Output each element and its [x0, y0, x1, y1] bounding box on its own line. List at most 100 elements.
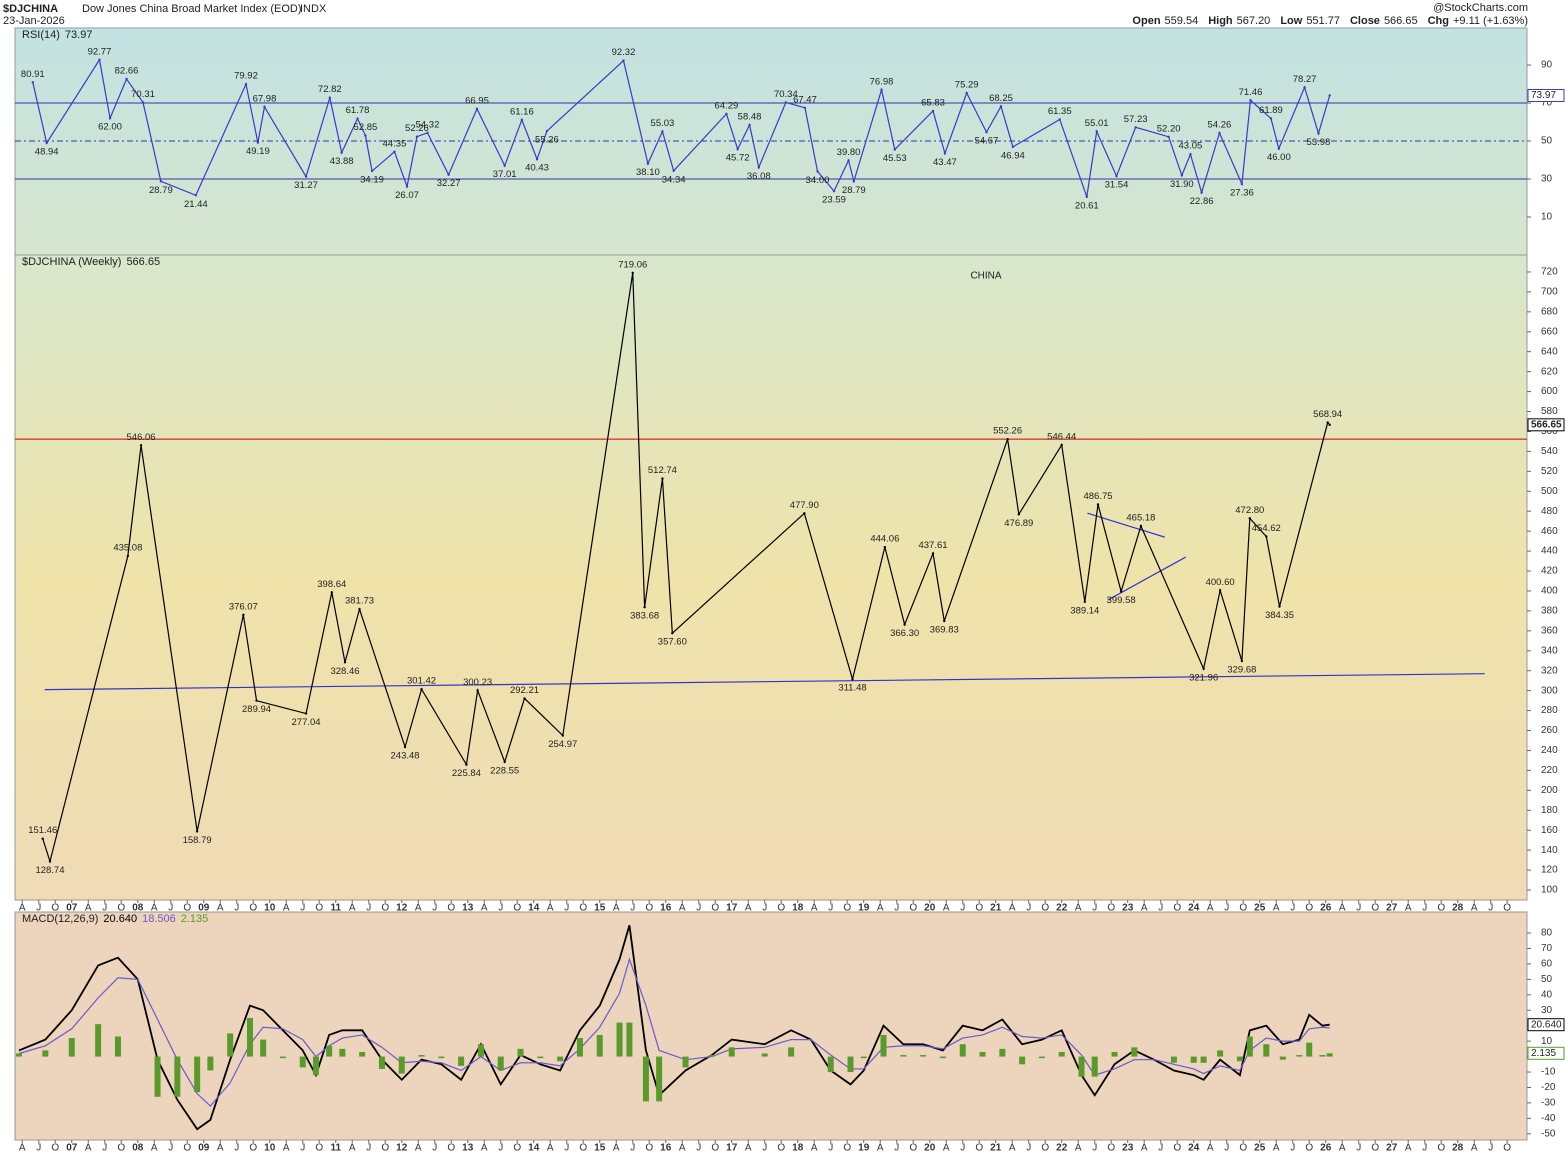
pivot-point [523, 697, 526, 700]
histogram-bar [682, 1056, 689, 1068]
x-tick-label: 27 [1386, 903, 1398, 914]
histogram-bar [1217, 1050, 1224, 1057]
x-tick-label: O [183, 1143, 191, 1154]
pivot-point [1277, 147, 1281, 150]
value-tag-box [1527, 418, 1565, 432]
value-tag: 73.97 [1527, 88, 1565, 102]
x-tick-label: J [894, 1143, 899, 1154]
pivot-point [330, 591, 333, 594]
credit: @StockCharts.com [1433, 2, 1528, 14]
pivot-point [420, 688, 423, 691]
pivot-label: 376.07 [229, 601, 258, 612]
x-tick-label: O [777, 903, 785, 914]
panel-title-value: 2.135 [181, 913, 209, 925]
x-tick-label: 15 [594, 1143, 606, 1154]
pivot-point [1006, 437, 1009, 441]
symbol: $DJCHINA [3, 3, 58, 15]
x-tick-label: A [877, 903, 884, 914]
pivot-label: 52.85 [354, 122, 378, 133]
pivot-label: 23.59 [822, 195, 846, 206]
quote-label: Chg [1428, 15, 1449, 27]
x-tick-label: A [1273, 1143, 1280, 1154]
quote-value: +9.11 (+1.63%) [1453, 15, 1528, 27]
x-tick-label: A [745, 903, 752, 914]
pivot-point [622, 59, 625, 62]
value-tag-label: 2.135 [1531, 1048, 1556, 1059]
pivot-label: 22.86 [1190, 196, 1214, 207]
pivot-label: 225.84 [452, 768, 481, 779]
x-tick-label: A [1009, 903, 1016, 914]
y-tick-label: 180 [1541, 805, 1558, 816]
pivot-label: 68.25 [989, 93, 1013, 104]
pivot-label: 31.27 [294, 180, 318, 191]
quote-label: Low [1280, 15, 1302, 27]
x-tick-label: J [1290, 1143, 1295, 1154]
y-tick-label: 10 [1541, 212, 1553, 223]
histogram-bar [378, 1056, 385, 1069]
x-tick-label: 16 [660, 1143, 672, 1154]
x-tick-label: J [498, 1143, 503, 1154]
pivot-label: 383.68 [630, 611, 659, 622]
y-tick-label: 10 [1541, 1036, 1553, 1047]
y-tick-label: -50 [1541, 1128, 1556, 1139]
quote: Open 559.54 High 567.20 Low 551.77 Close 566.65… [1132, 15, 1528, 27]
histogram-bar [1236, 1056, 1243, 1062]
x-tick-label: 24 [1188, 903, 1200, 914]
pivot-point [1202, 667, 1205, 670]
pivot-label: 58.48 [738, 111, 762, 122]
x-tick-label: O [1041, 903, 1049, 914]
value-tag-label: 73.97 [1531, 90, 1556, 101]
histogram-bar [1190, 1056, 1197, 1063]
x-tick-label: O [381, 903, 389, 914]
pivot-point [1317, 132, 1320, 135]
pivot-label: 435.08 [113, 543, 142, 554]
x-tick-label: A [1339, 903, 1346, 914]
histogram-bar [847, 1056, 854, 1073]
pivot-label: 70.34 [774, 89, 798, 100]
y-tick-label: 300 [1541, 685, 1558, 696]
histogram-bar [68, 1038, 75, 1057]
histogram-bar [477, 1044, 484, 1057]
histogram-bar [194, 1056, 201, 1093]
x-tick-label: O [645, 1143, 653, 1154]
y-tick-label: 140 [1541, 845, 1558, 856]
y-tick-label: 50 [1541, 136, 1553, 147]
x-tick-label: O [843, 903, 851, 914]
pivot-label: 36.08 [747, 171, 771, 182]
pivot-label: 26.07 [395, 190, 419, 201]
pivot-point [965, 91, 968, 95]
value-tag: 566.65 [1527, 418, 1565, 432]
x-tick-label: A [349, 903, 356, 914]
pivot-label: 277.04 [292, 717, 321, 728]
x-tick-label: O [1107, 903, 1115, 914]
x-tick-label: 20 [924, 1143, 936, 1154]
x-tick-label: A [811, 903, 818, 914]
date: 23-Jan-2026 [3, 15, 65, 27]
x-tick-label: A [19, 903, 26, 914]
pivot-point [1060, 443, 1063, 447]
pivot-point [1180, 174, 1184, 177]
x-tick-label: A [217, 1143, 224, 1154]
histogram-bar [260, 1039, 267, 1057]
pivot-label: 45.53 [883, 153, 907, 164]
pivot-point [45, 141, 48, 145]
x-tick-label: O [1305, 1143, 1313, 1154]
x-tick-label: 07 [66, 1143, 78, 1154]
y-tick-label: -30 [1541, 1098, 1556, 1109]
pivot-label: 389.14 [1070, 605, 1099, 616]
x-tick-label: O [51, 1143, 59, 1154]
pivot-point [931, 109, 935, 113]
pivot-point [803, 512, 806, 515]
pivot-label: 54.67 [975, 136, 999, 147]
x-tick-label: O [1371, 903, 1379, 914]
x-tick-label: J [828, 1143, 833, 1154]
pivot-point [999, 105, 1003, 108]
x-tick-label: A [1009, 1143, 1016, 1154]
pivot-point [1096, 503, 1100, 506]
x-tick-label: 08 [132, 903, 144, 914]
x-tick-label: 28 [1452, 903, 1464, 914]
pivot-label: 80.91 [21, 69, 45, 80]
pivot-point [1139, 524, 1143, 528]
x-tick-label: J [1422, 1143, 1427, 1154]
